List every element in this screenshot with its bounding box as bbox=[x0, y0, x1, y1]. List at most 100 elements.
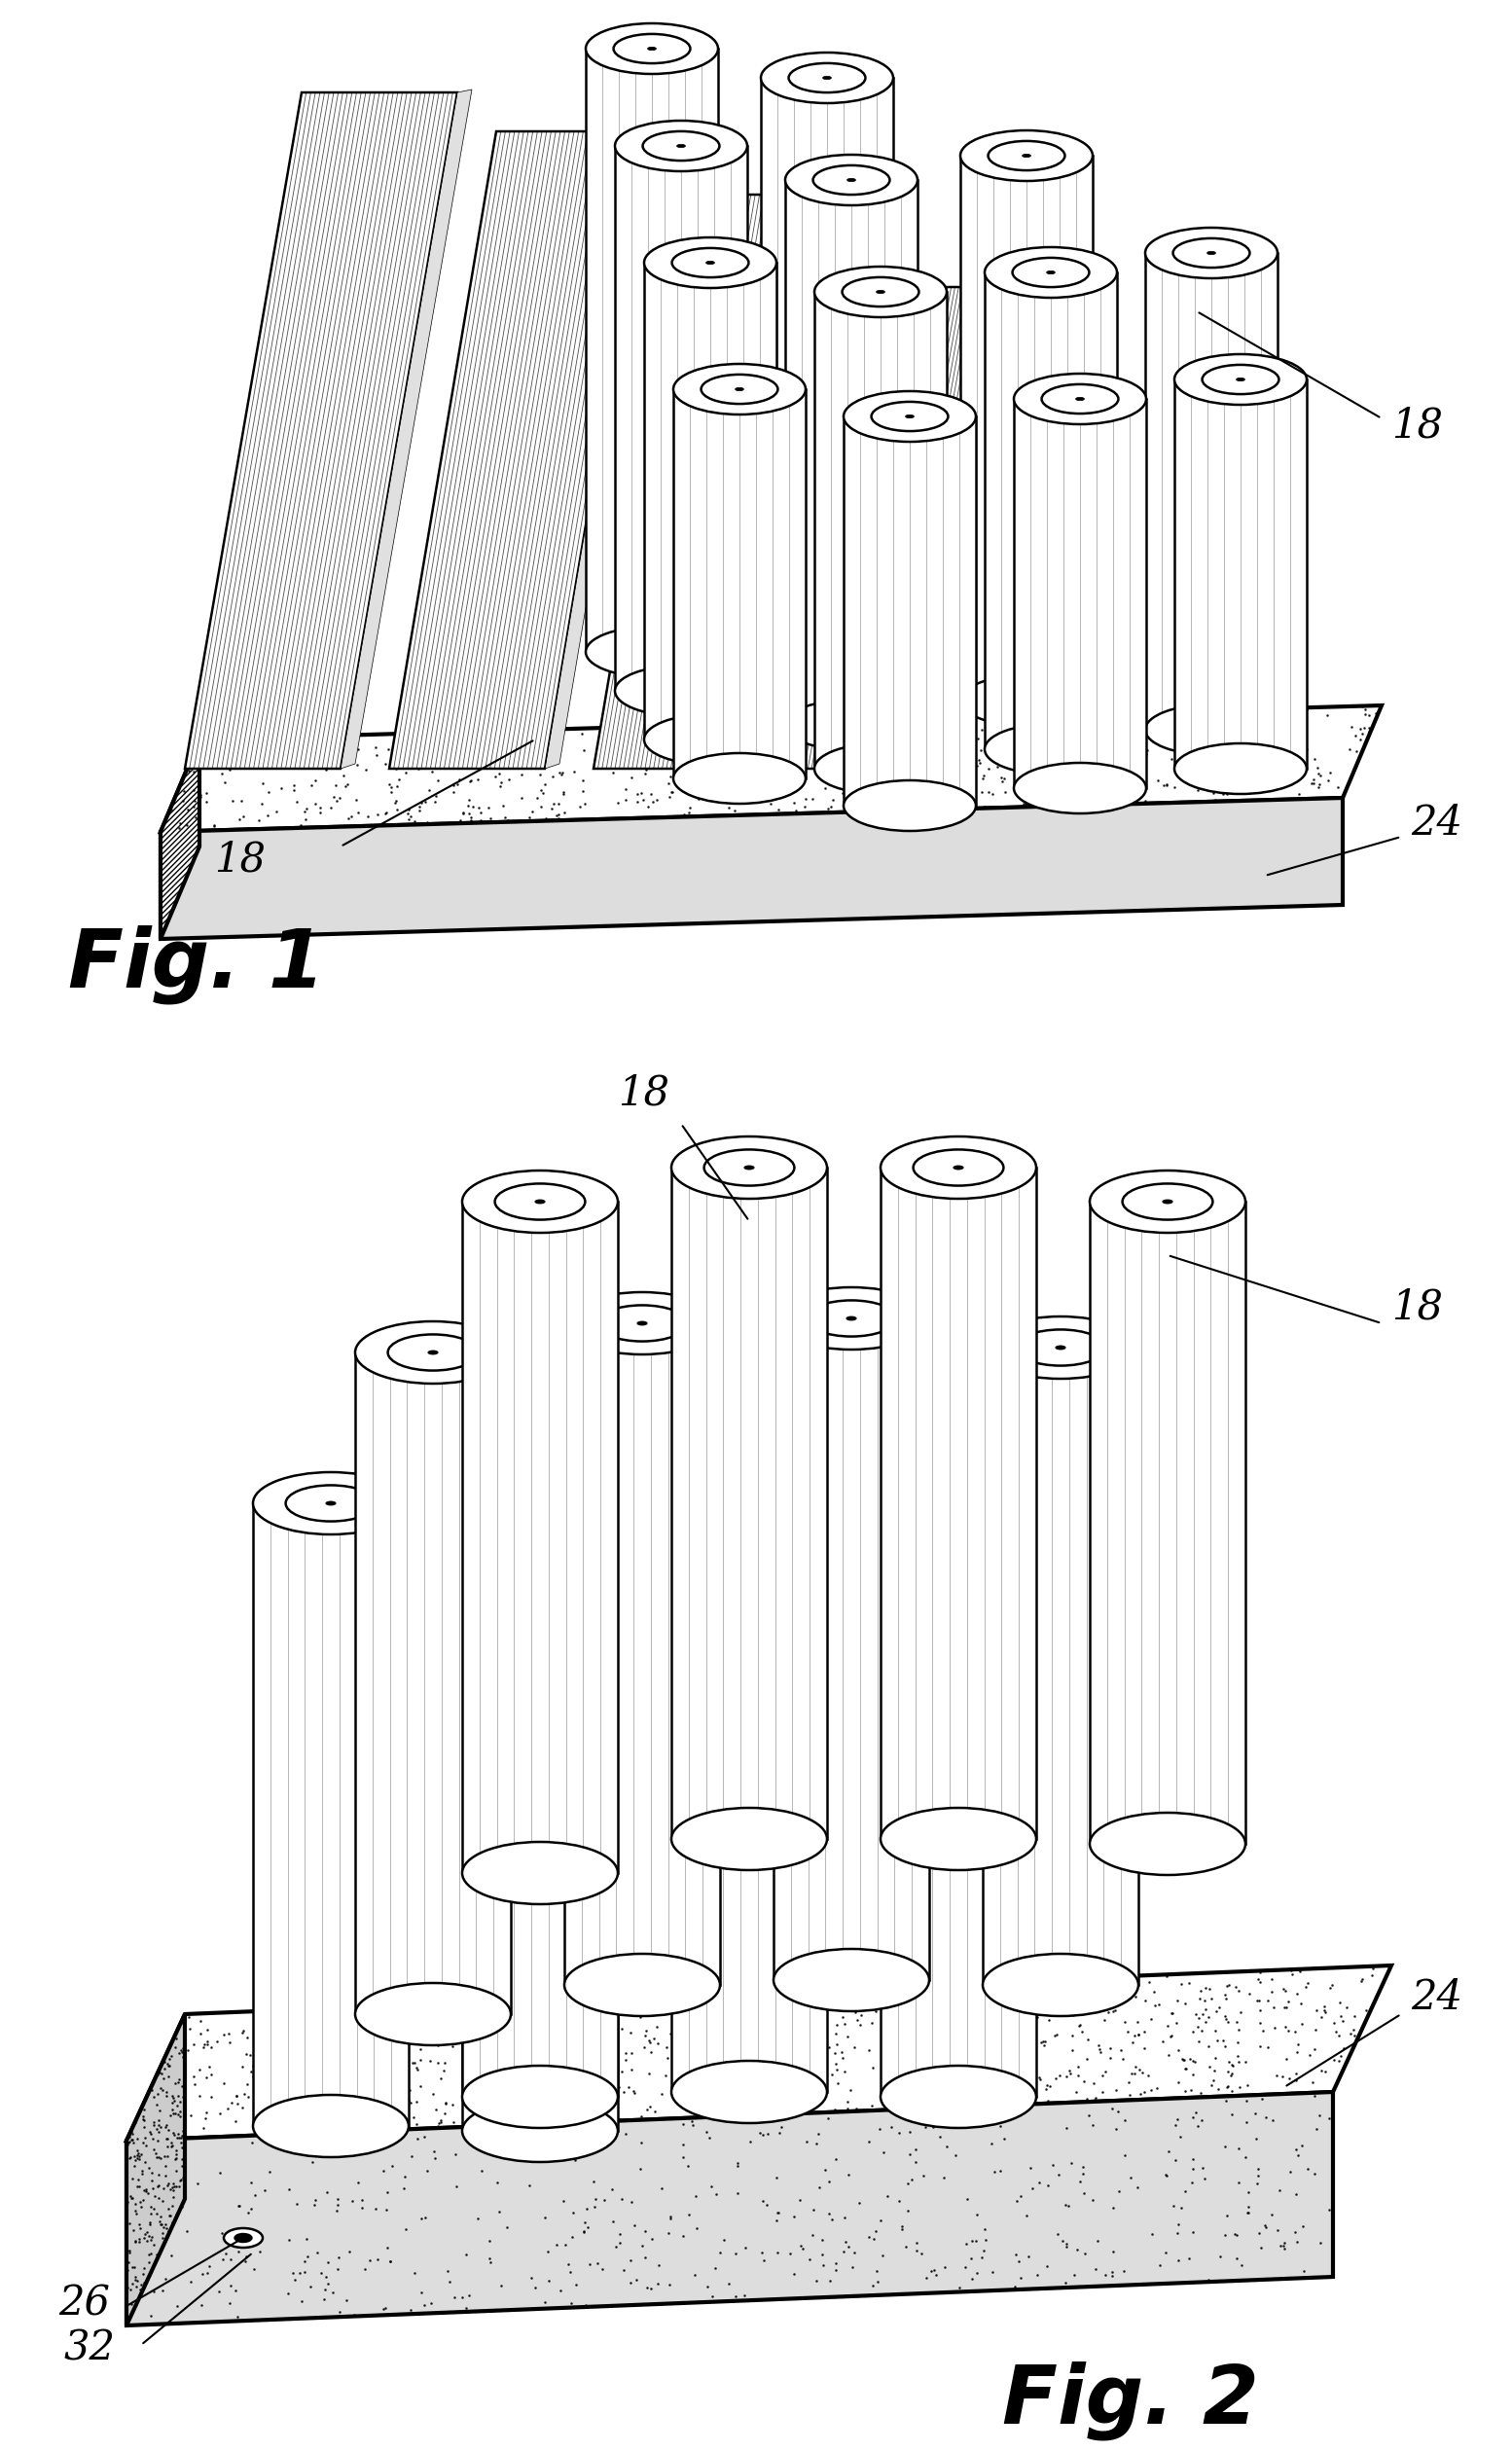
Polygon shape bbox=[880, 1498, 1036, 2096]
Ellipse shape bbox=[1207, 252, 1216, 255]
Ellipse shape bbox=[1202, 365, 1279, 395]
Ellipse shape bbox=[463, 1623, 618, 1686]
Ellipse shape bbox=[1163, 1199, 1173, 1203]
Ellipse shape bbox=[286, 1485, 376, 1522]
Ellipse shape bbox=[906, 414, 915, 419]
Ellipse shape bbox=[597, 1306, 688, 1341]
Ellipse shape bbox=[842, 277, 919, 306]
Polygon shape bbox=[792, 287, 1007, 770]
Ellipse shape bbox=[960, 676, 1093, 725]
Ellipse shape bbox=[705, 1150, 794, 1186]
Polygon shape bbox=[594, 194, 836, 770]
Ellipse shape bbox=[585, 25, 718, 74]
Ellipse shape bbox=[494, 1184, 585, 1221]
Ellipse shape bbox=[253, 2096, 408, 2157]
Ellipse shape bbox=[913, 1150, 1004, 1186]
Ellipse shape bbox=[671, 2061, 827, 2123]
Polygon shape bbox=[389, 132, 652, 770]
Ellipse shape bbox=[1016, 1328, 1105, 1365]
Polygon shape bbox=[1015, 400, 1146, 789]
Ellipse shape bbox=[234, 2233, 253, 2243]
Ellipse shape bbox=[1022, 154, 1031, 157]
Ellipse shape bbox=[564, 1953, 720, 2017]
Ellipse shape bbox=[785, 699, 918, 750]
Polygon shape bbox=[1145, 252, 1278, 730]
Polygon shape bbox=[1175, 380, 1306, 770]
Ellipse shape bbox=[880, 1137, 1036, 1199]
Text: 24: 24 bbox=[1411, 804, 1462, 843]
Ellipse shape bbox=[989, 142, 1064, 172]
Polygon shape bbox=[127, 1966, 1391, 2140]
Ellipse shape bbox=[954, 1498, 963, 1500]
Ellipse shape bbox=[253, 1473, 408, 1534]
Ellipse shape bbox=[671, 1137, 827, 1199]
Ellipse shape bbox=[815, 743, 947, 794]
Ellipse shape bbox=[913, 1480, 1004, 1517]
Polygon shape bbox=[184, 93, 457, 770]
Ellipse shape bbox=[647, 47, 656, 51]
Polygon shape bbox=[815, 292, 947, 770]
Ellipse shape bbox=[871, 402, 948, 431]
Ellipse shape bbox=[671, 1809, 827, 1870]
Ellipse shape bbox=[463, 1444, 618, 1505]
Ellipse shape bbox=[1090, 1172, 1246, 1233]
Polygon shape bbox=[919, 284, 1022, 770]
Ellipse shape bbox=[1175, 355, 1306, 404]
Ellipse shape bbox=[761, 657, 894, 706]
Ellipse shape bbox=[494, 1637, 585, 1672]
Polygon shape bbox=[761, 78, 894, 681]
Ellipse shape bbox=[954, 1167, 963, 1169]
Polygon shape bbox=[564, 1324, 720, 1985]
Polygon shape bbox=[253, 1502, 408, 2125]
Polygon shape bbox=[615, 147, 747, 691]
Ellipse shape bbox=[1042, 385, 1119, 414]
Text: 18: 18 bbox=[1391, 1287, 1442, 1326]
Polygon shape bbox=[671, 1468, 827, 2093]
Ellipse shape bbox=[806, 1301, 897, 1336]
Ellipse shape bbox=[535, 1199, 544, 1203]
Text: 26: 26 bbox=[59, 2284, 110, 2324]
Ellipse shape bbox=[644, 713, 777, 765]
Ellipse shape bbox=[761, 51, 894, 103]
Ellipse shape bbox=[1075, 397, 1084, 400]
Text: Fig. 2: Fig. 2 bbox=[1002, 2360, 1259, 2439]
Ellipse shape bbox=[671, 1439, 827, 1500]
Ellipse shape bbox=[1122, 1184, 1213, 1221]
Ellipse shape bbox=[614, 34, 691, 64]
Ellipse shape bbox=[463, 2101, 618, 2162]
Ellipse shape bbox=[774, 1949, 930, 2012]
Polygon shape bbox=[844, 417, 975, 806]
Ellipse shape bbox=[815, 267, 947, 316]
Ellipse shape bbox=[673, 752, 806, 804]
Polygon shape bbox=[785, 179, 918, 725]
Ellipse shape bbox=[535, 1652, 544, 1657]
Polygon shape bbox=[960, 157, 1093, 701]
Text: 32: 32 bbox=[64, 2328, 115, 2368]
Ellipse shape bbox=[325, 1502, 336, 1505]
Ellipse shape bbox=[1145, 228, 1278, 279]
Ellipse shape bbox=[637, 1321, 647, 1326]
Text: 18: 18 bbox=[618, 1071, 670, 1113]
Ellipse shape bbox=[615, 120, 747, 172]
Polygon shape bbox=[673, 390, 806, 779]
Ellipse shape bbox=[847, 179, 856, 181]
Ellipse shape bbox=[735, 387, 744, 390]
Ellipse shape bbox=[1237, 377, 1244, 380]
Ellipse shape bbox=[744, 1468, 754, 1471]
Text: 24: 24 bbox=[1411, 1978, 1462, 2017]
Ellipse shape bbox=[880, 1468, 1036, 1529]
Ellipse shape bbox=[1046, 270, 1055, 275]
Ellipse shape bbox=[463, 1172, 618, 1233]
Ellipse shape bbox=[774, 1287, 930, 1351]
Ellipse shape bbox=[744, 1167, 754, 1169]
Polygon shape bbox=[544, 127, 667, 770]
Polygon shape bbox=[463, 1654, 618, 2130]
Ellipse shape bbox=[463, 1841, 618, 1904]
Polygon shape bbox=[671, 1167, 827, 1838]
Ellipse shape bbox=[1055, 1346, 1066, 1351]
Ellipse shape bbox=[1145, 703, 1278, 755]
Ellipse shape bbox=[1015, 373, 1146, 424]
Text: Fig. 1: Fig. 1 bbox=[68, 926, 325, 1005]
Ellipse shape bbox=[643, 132, 720, 162]
Polygon shape bbox=[463, 1201, 618, 1873]
